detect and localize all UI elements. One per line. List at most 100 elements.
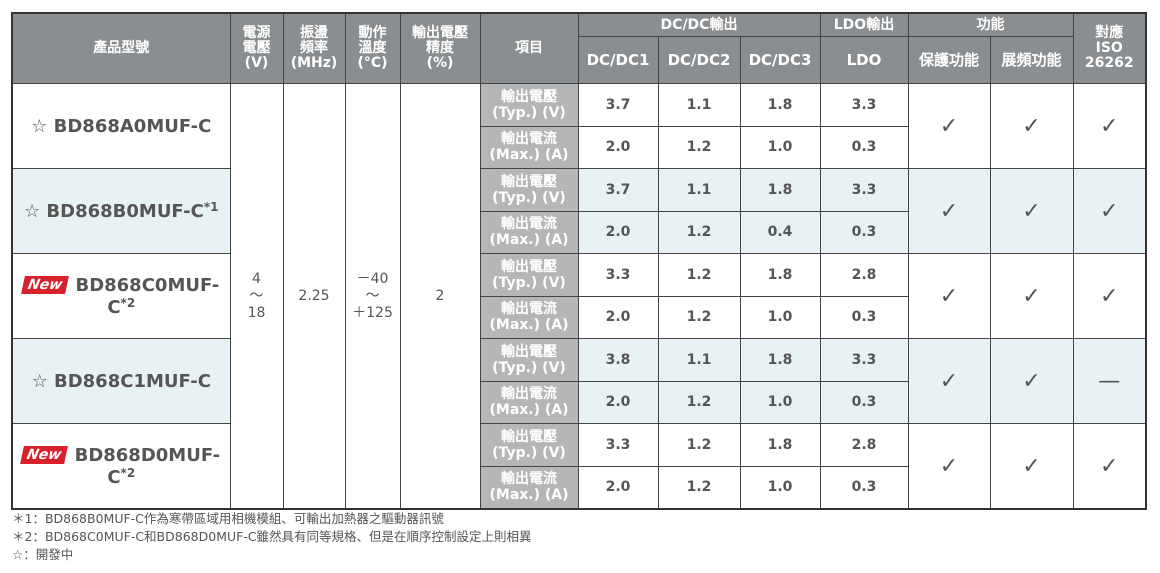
- iso-check-icon: ✓: [1072, 253, 1147, 339]
- header-item: 項目: [479, 12, 579, 84]
- product-name: BD868A0MUF-C: [53, 115, 212, 137]
- protection-check-icon: ✓: [907, 338, 991, 424]
- product-name: BD868C1MUF-C: [54, 370, 211, 392]
- current-value: 1.2: [657, 465, 741, 510]
- iso-check-icon: —: [1072, 338, 1147, 424]
- voltage-value: 1.8: [739, 168, 821, 212]
- protection-check-icon: ✓: [907, 423, 991, 510]
- current-value: 1.2: [657, 125, 741, 169]
- voltage-value: 1.1: [657, 168, 741, 212]
- header-product: 產品型號: [11, 12, 231, 84]
- header-dcdc2: DC/DC2: [657, 36, 741, 84]
- current-value: 2.0: [577, 125, 659, 169]
- header-temperature: 動作 溫度 (°C): [344, 12, 401, 84]
- current-value: 2.0: [577, 465, 659, 510]
- current-value: 2.0: [577, 295, 659, 339]
- iso-check-icon: ✓: [1072, 423, 1147, 510]
- in-development-star-icon: ☆: [24, 201, 41, 222]
- in-development-star-icon: ☆: [31, 115, 48, 137]
- item-output-current: 輸出電流 (Max.) (A): [479, 380, 579, 424]
- header-dcdc-group: DC/DC輸出: [577, 12, 821, 37]
- current-value: 0.3: [819, 380, 909, 424]
- product-name: BD868D0MUF-C: [74, 444, 221, 488]
- product-spec-table: 產品型號 電源 電壓 (V) 振盪 頻率 (MHz) 動作 溫度 (°C) 輸出電壓 精度 (%…: [11, 12, 1147, 510]
- current-value: 2.0: [577, 210, 659, 254]
- item-output-voltage: 輸出電壓 (Typ.) (V): [479, 168, 579, 212]
- new-badge: New: [21, 275, 70, 294]
- header-dcdc3: DC/DC3: [739, 36, 821, 84]
- product-name: BD868C0MUF-C: [75, 274, 220, 318]
- current-value: 0.3: [819, 210, 909, 254]
- item-output-current: 輸出電流 (Max.) (A): [479, 210, 579, 254]
- voltage-value: 3.3: [819, 338, 909, 382]
- current-value: 1.2: [657, 380, 741, 424]
- spread-spectrum-check-icon: ✓: [989, 168, 1074, 254]
- current-value: 0.3: [819, 125, 909, 169]
- new-badge: New: [20, 445, 69, 464]
- product-cell: New BD868D0MUF-C*2: [11, 423, 231, 510]
- voltage-value: 1.8: [739, 423, 821, 467]
- voltage-value: 1.8: [739, 253, 821, 297]
- voltage-value: 3.7: [577, 168, 659, 212]
- voltage-value: 1.8: [739, 83, 821, 127]
- voltage-value: 1.1: [657, 338, 741, 382]
- iso-check-icon: ✓: [1072, 83, 1147, 169]
- current-value: 1.0: [739, 465, 821, 510]
- table-row: 輸出電流 (Max.) (A) 2.0 1.2 0.4 0.3: [12, 210, 1146, 254]
- footnote-ref: *2: [120, 295, 136, 310]
- voltage-value: 3.3: [819, 168, 909, 212]
- item-output-voltage: 輸出電壓 (Typ.) (V): [479, 253, 579, 297]
- supply-voltage-value: 4 ～ 18: [229, 83, 284, 510]
- header-frequency: 振盪 頻率 (MHz): [282, 12, 346, 84]
- header-function-group: 功能: [907, 12, 1074, 37]
- current-value: 2.0: [577, 380, 659, 424]
- voltage-value: 2.8: [819, 423, 909, 467]
- protection-check-icon: ✓: [907, 168, 991, 254]
- header-ldo: LDO: [819, 36, 909, 84]
- current-value: 1.2: [657, 295, 741, 339]
- in-development-star-icon: ☆: [31, 370, 48, 392]
- voltage-value: 3.3: [819, 83, 909, 127]
- footnote-2: ＊2：BD868C0MUF-C和BD868D0MUF-C雖然具有同等規格、但是在…: [12, 529, 532, 544]
- table-row: New BD868D0MUF-C*2 輸出電壓 (Typ.) (V) 3.3 1.2 1.8…: [11, 423, 1147, 510]
- spread-spectrum-check-icon: ✓: [989, 338, 1074, 424]
- accuracy-value: 2: [399, 83, 481, 510]
- product-cell: ☆ BD868C1MUF-C: [11, 338, 231, 424]
- product-name: BD868B0MUF-C: [46, 201, 204, 222]
- spread-spectrum-check-icon: ✓: [989, 253, 1074, 339]
- table-row: 輸出電流 (Max.) (A) 2.0 1.2 1.0 0.3: [12, 465, 1146, 510]
- item-output-current: 輸出電流 (Max.) (A): [479, 295, 579, 339]
- current-value: 0.3: [819, 465, 909, 510]
- voltage-value: 2.8: [819, 253, 909, 297]
- voltage-value: 3.7: [577, 83, 659, 127]
- product-cell: ☆ BD868B0MUF-C*1: [11, 168, 231, 254]
- footnote-ref: *2: [120, 465, 136, 480]
- spread-spectrum-check-icon: ✓: [989, 83, 1074, 169]
- table-row: 輸出電流 (Max.) (A) 2.0 1.2 1.0 0.3: [12, 125, 1146, 169]
- product-cell: New BD868C0MUF-C*2: [11, 253, 231, 339]
- header-iso: 對應 ISO 26262: [1072, 12, 1147, 84]
- spread-spectrum-check-icon: ✓: [989, 423, 1074, 510]
- voltage-value: 3.3: [577, 253, 659, 297]
- voltage-value: 3.3: [577, 423, 659, 467]
- item-output-voltage: 輸出電壓 (Typ.) (V): [479, 83, 579, 127]
- current-value: 1.0: [739, 380, 821, 424]
- current-value: 0.4: [739, 210, 821, 254]
- footnote-ref: *1: [203, 200, 219, 214]
- voltage-value: 3.8: [577, 338, 659, 382]
- voltage-value: 1.2: [657, 423, 741, 467]
- voltage-value: 1.1: [657, 83, 741, 127]
- iso-check-icon: ✓: [1072, 168, 1147, 254]
- item-output-current: 輸出電流 (Max.) (A): [479, 125, 579, 169]
- footnote-dev: ☆：開發中: [12, 547, 74, 562]
- protection-check-icon: ✓: [907, 253, 991, 339]
- current-value: 0.3: [819, 295, 909, 339]
- product-cell: ☆ BD868A0MUF-C: [11, 83, 231, 169]
- table-row: ☆ BD868C1MUF-C 輸出電壓 (Typ.) (V) 3.8 1.1 1.8 3.3…: [11, 338, 1147, 424]
- current-value: 1.0: [739, 295, 821, 339]
- header-dcdc1: DC/DC1: [577, 36, 659, 84]
- table-row: New BD868C0MUF-C*2 輸出電壓 (Typ.) (V) 3.3 1.2 1.8…: [11, 253, 1147, 339]
- voltage-value: 1.2: [657, 253, 741, 297]
- protection-check-icon: ✓: [907, 83, 991, 169]
- item-output-current: 輸出電流 (Max.) (A): [479, 465, 579, 510]
